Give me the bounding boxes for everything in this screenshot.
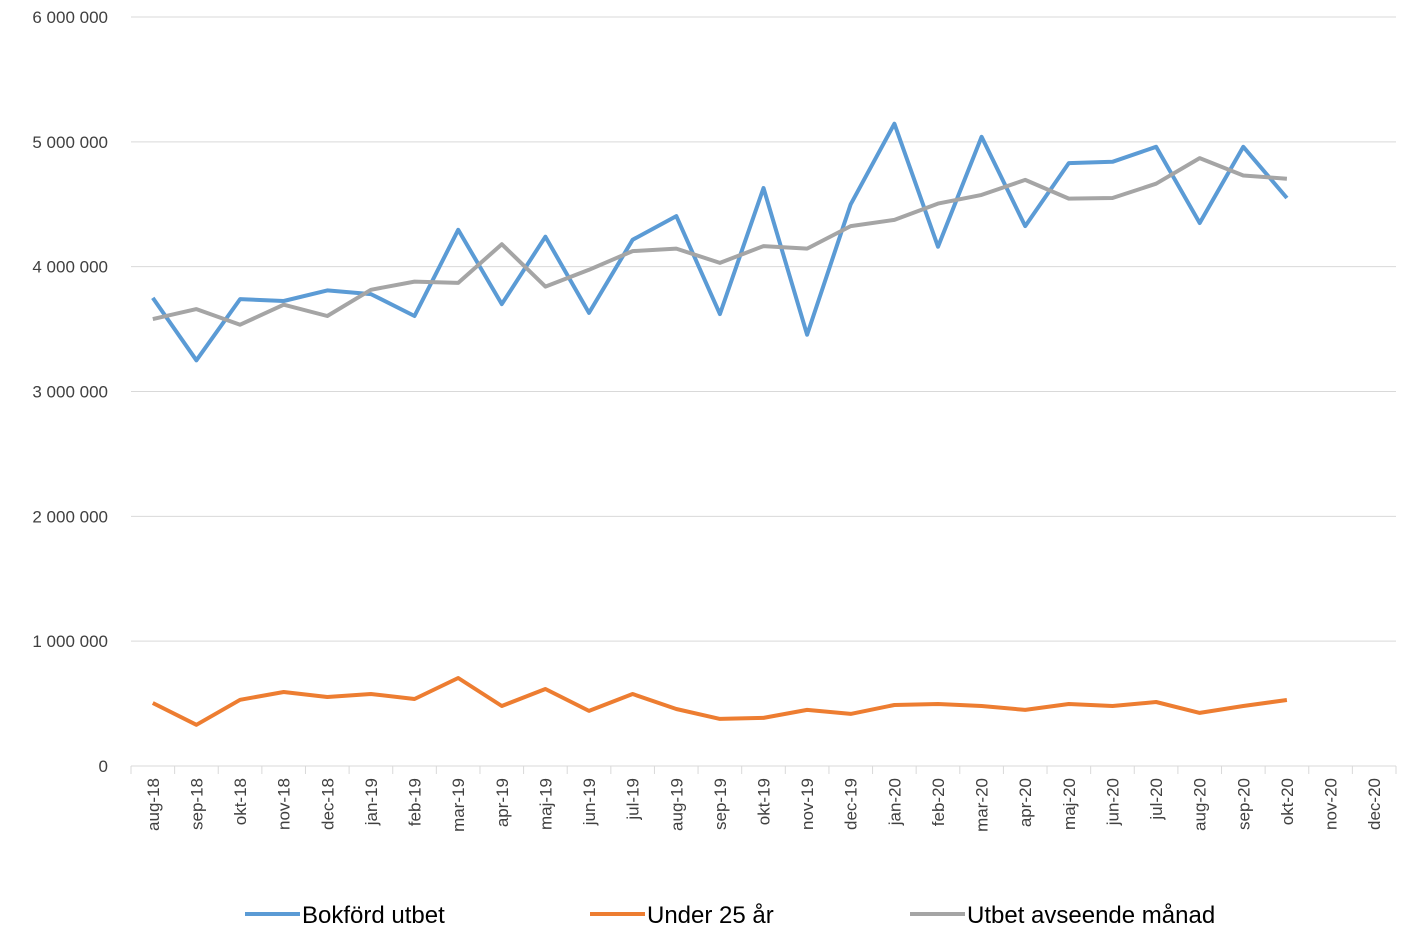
- x-tick-label: maj-19: [536, 778, 555, 830]
- x-tick-label: sep-19: [711, 778, 730, 830]
- y-tick-label: 1 000 000: [32, 632, 108, 651]
- y-tick-label: 3 000 000: [32, 383, 108, 402]
- y-tick-label: 4 000 000: [32, 258, 108, 277]
- x-tick-label: dec-20: [1365, 778, 1384, 830]
- y-tick-label: 0: [99, 757, 108, 776]
- x-tick-label: okt-18: [231, 778, 250, 825]
- x-tick-label: mar-19: [449, 778, 468, 832]
- x-tick-label: nov-20: [1322, 778, 1341, 830]
- y-tick-label: 6 000 000: [32, 8, 108, 27]
- x-tick-label: feb-20: [929, 778, 948, 826]
- x-tick-label: aug-20: [1191, 778, 1210, 831]
- x-tick-label: mar-20: [973, 778, 992, 832]
- x-tick-label: jul-19: [624, 778, 643, 821]
- x-tick-label: aug-19: [667, 778, 686, 831]
- x-tick-label: jun-20: [1103, 778, 1122, 826]
- y-tick-label: 2 000 000: [32, 507, 108, 526]
- legend-label: Bokförd utbet: [302, 902, 445, 929]
- y-tick-label: 5 000 000: [32, 133, 108, 152]
- x-tick-label: dec-19: [842, 778, 861, 830]
- x-tick-label: apr-19: [493, 778, 512, 827]
- x-tick-label: okt-19: [755, 778, 774, 825]
- series-line: [151, 676, 1288, 727]
- legend-label: Utbet avseende månad: [967, 902, 1215, 929]
- x-tick-label: jun-19: [580, 778, 599, 826]
- x-tick-label: sep-20: [1234, 778, 1253, 830]
- series-line: [152, 156, 1288, 327]
- x-tick-label: dec-18: [318, 778, 337, 830]
- x-tick-label: jul-20: [1147, 778, 1166, 821]
- x-tick-label: maj-20: [1060, 778, 1079, 830]
- x-tick-label: nov-19: [798, 778, 817, 830]
- x-tick-label: aug-18: [144, 778, 163, 831]
- x-tick-label: sep-18: [187, 778, 206, 830]
- x-tick-label: okt-20: [1278, 778, 1297, 825]
- x-tick-label: feb-19: [406, 778, 425, 826]
- x-tick-label: nov-18: [275, 778, 294, 830]
- x-tick-label: apr-20: [1016, 778, 1035, 827]
- x-tick-label: jan-20: [885, 778, 904, 826]
- x-tick-label: jan-19: [362, 778, 381, 826]
- legend-label: Under 25 år: [647, 902, 774, 929]
- legend: Bokförd utbet Under 25 år Utbet avseende m…: [245, 902, 1215, 929]
- series-line: [151, 121, 1289, 363]
